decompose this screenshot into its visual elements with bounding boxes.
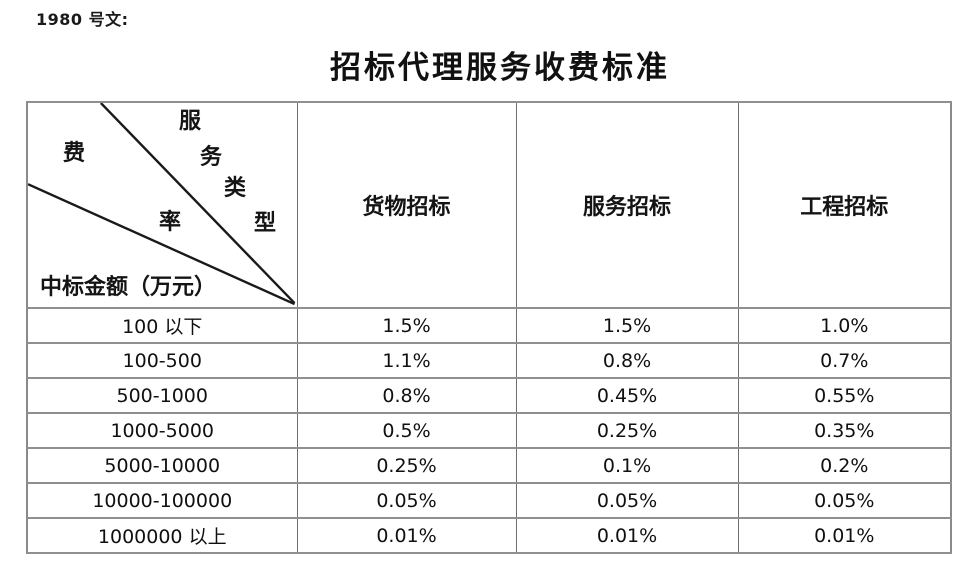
row-range-cell: 1000000 以上 <box>26 517 298 554</box>
corner-service-type-char: 务 <box>200 144 223 170</box>
row-range-cell: 100-500 <box>26 342 298 379</box>
rate-cell: 0.05% <box>515 482 739 519</box>
column-header-goods: 货物招标 <box>296 101 517 309</box>
rate-cell: 0.2% <box>737 447 952 484</box>
table-corner-cell: 服 务 类 型 费 率 中标金额（万元） <box>26 101 298 309</box>
rate-cell: 0.25% <box>515 412 739 449</box>
rate-cell: 0.1% <box>515 447 739 484</box>
rate-cell: 0.8% <box>296 377 517 414</box>
rate-cell: 0.25% <box>296 447 517 484</box>
corner-service-type-char: 类 <box>224 175 247 201</box>
rate-cell: 0.01% <box>737 517 952 554</box>
rate-cell: 0.05% <box>737 482 952 519</box>
rate-cell: 1.5% <box>515 307 739 344</box>
corner-rate-char: 费 <box>63 140 86 166</box>
rate-cell: 0.7% <box>737 342 952 379</box>
table-row: 1000-5000 0.5% 0.25% 0.35% <box>26 412 952 449</box>
corner-rate-char: 率 <box>159 209 182 235</box>
rate-cell: 0.55% <box>737 377 952 414</box>
page-title: 招标代理服务收费标准 <box>330 50 670 86</box>
rate-cell: 1.1% <box>296 342 517 379</box>
row-range-cell: 10000-100000 <box>26 482 298 519</box>
fee-table: 服 务 类 型 费 率 中标金额（万元） 货物招标 服务招标 工程招标 100 … <box>26 101 952 554</box>
row-range-cell: 1000-5000 <box>26 412 298 449</box>
rate-cell: 0.05% <box>296 482 517 519</box>
rate-cell: 1.0% <box>737 307 952 344</box>
rate-cell: 0.01% <box>515 517 739 554</box>
table-row: 500-1000 0.8% 0.45% 0.55% <box>26 377 952 414</box>
row-range-cell: 100 以下 <box>26 307 298 344</box>
header-row: 服 务 类 型 费 率 中标金额（万元） 货物招标 服务招标 工程招标 <box>26 101 952 309</box>
rate-cell: 0.8% <box>515 342 739 379</box>
doc-ref-label: 1980 号文: <box>36 10 129 29</box>
corner-service-type-char: 服 <box>179 108 202 134</box>
rate-cell: 0.35% <box>737 412 952 449</box>
table-row: 100-500 1.1% 0.8% 0.7% <box>26 342 952 379</box>
column-header-works: 工程招标 <box>737 101 952 309</box>
corner-amount-label: 中标金额（万元） <box>40 274 217 300</box>
corner-service-type-char: 型 <box>254 210 277 236</box>
rate-cell: 0.01% <box>296 517 517 554</box>
table-row: 1000000 以上 0.01% 0.01% 0.01% <box>26 517 952 554</box>
table-row: 5000-10000 0.25% 0.1% 0.2% <box>26 447 952 484</box>
row-range-cell: 5000-10000 <box>26 447 298 484</box>
rate-cell: 1.5% <box>296 307 517 344</box>
table-row: 10000-100000 0.05% 0.05% 0.05% <box>26 482 952 519</box>
table-row: 100 以下 1.5% 1.5% 1.0% <box>26 307 952 344</box>
column-header-services: 服务招标 <box>515 101 739 309</box>
diagonal-divider-lines <box>28 104 296 306</box>
rate-cell: 0.5% <box>296 412 517 449</box>
row-range-cell: 500-1000 <box>26 377 298 414</box>
rate-cell: 0.45% <box>515 377 739 414</box>
